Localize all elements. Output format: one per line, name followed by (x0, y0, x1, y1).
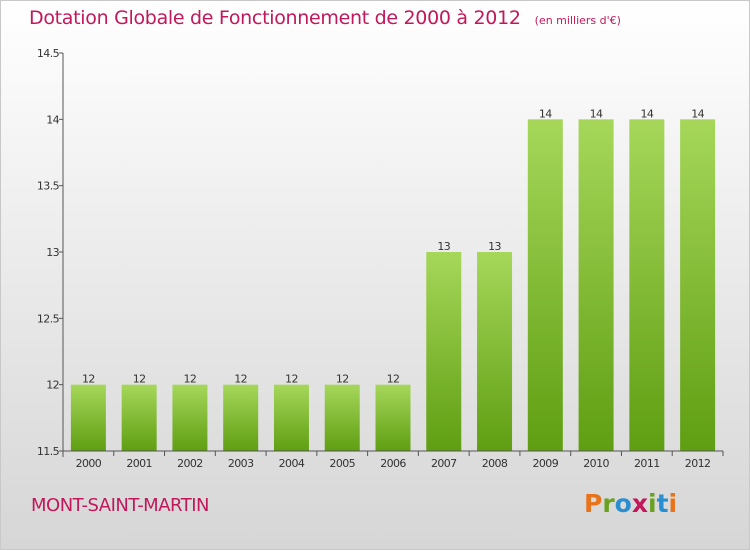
y-tick-label: 13.5 (37, 180, 60, 193)
y-tick-label: 14 (46, 113, 59, 126)
bar-value-label: 12 (387, 373, 400, 386)
logo-letter: t (656, 489, 669, 518)
bar-value-label: 12 (184, 373, 197, 386)
x-tick-label: 2009 (533, 457, 559, 470)
y-axis: 11.5 12 12.5 13 13.5 14 14.5 (37, 47, 64, 458)
bar (324, 384, 360, 451)
y-tick-label: 12.5 (37, 312, 60, 325)
bar (629, 119, 665, 451)
bar (527, 119, 563, 451)
bar-value-label: 12 (133, 373, 146, 386)
y-tick-label: 12 (46, 379, 59, 392)
x-tick-label: 2002 (177, 457, 203, 470)
bar (223, 384, 259, 451)
bar (375, 384, 411, 451)
bar-value-label: 12 (336, 373, 349, 386)
x-axis: 2000 2001 2002 2003 2004 2005 2006 2007 2008 2009… (62, 450, 724, 470)
bar-value-label: 12 (234, 373, 247, 386)
bar-value-label: 12 (82, 373, 95, 386)
logo-letter: P (584, 489, 603, 518)
y-tick-label: 13 (46, 246, 59, 259)
bars-group (70, 119, 716, 451)
x-tick-label: 2006 (380, 457, 406, 470)
x-tick-label: 2005 (329, 457, 355, 470)
y-tick-label: 11.5 (37, 445, 60, 458)
chart-title: Dotation Globale de Fonctionnement de 20… (29, 7, 621, 29)
x-tick-label: 2003 (228, 457, 254, 470)
logo-letter: i (648, 489, 657, 518)
bar (477, 252, 513, 451)
x-tick-label: 2010 (583, 457, 609, 470)
logo-letter: r (602, 489, 615, 518)
bar-value-label: 14 (539, 107, 552, 120)
x-tick-label: 2011 (634, 457, 660, 470)
x-tick-label: 2000 (76, 457, 102, 470)
value-labels-group: 12 12 12 12 12 12 12 13 13 14 14 14 14 (82, 107, 705, 385)
x-tick-label: 2004 (279, 457, 305, 470)
bar (172, 384, 208, 451)
x-tick-label: 2001 (126, 457, 152, 470)
y-tick-label: 14.5 (37, 47, 60, 60)
bar (121, 384, 157, 451)
chart-unit: (en milliers d'€) (534, 14, 621, 27)
bar-value-label: 14 (590, 107, 603, 120)
logo-letter: o (614, 489, 632, 518)
bar (578, 119, 614, 451)
bar (680, 119, 716, 451)
bar (426, 252, 462, 451)
bar-value-label: 14 (640, 107, 653, 120)
x-tick-label: 2012 (685, 457, 711, 470)
logo-letter: x (631, 489, 648, 518)
bar (273, 384, 309, 451)
bar-value-label: 13 (488, 240, 501, 253)
commune-name: MONT-SAINT-MARTIN (31, 495, 210, 516)
bar-value-label: 12 (285, 373, 298, 386)
chart-title-text: Dotation Globale de Fonctionnement de 20… (29, 7, 521, 29)
bar (70, 384, 106, 451)
bar-value-label: 14 (691, 107, 704, 120)
logo-letter: i (668, 489, 678, 518)
bar-value-label: 13 (437, 240, 450, 253)
x-tick-label: 2008 (482, 457, 508, 470)
proxiti-logo: Proxiti (584, 489, 677, 518)
x-tick-label: 2007 (431, 457, 457, 470)
